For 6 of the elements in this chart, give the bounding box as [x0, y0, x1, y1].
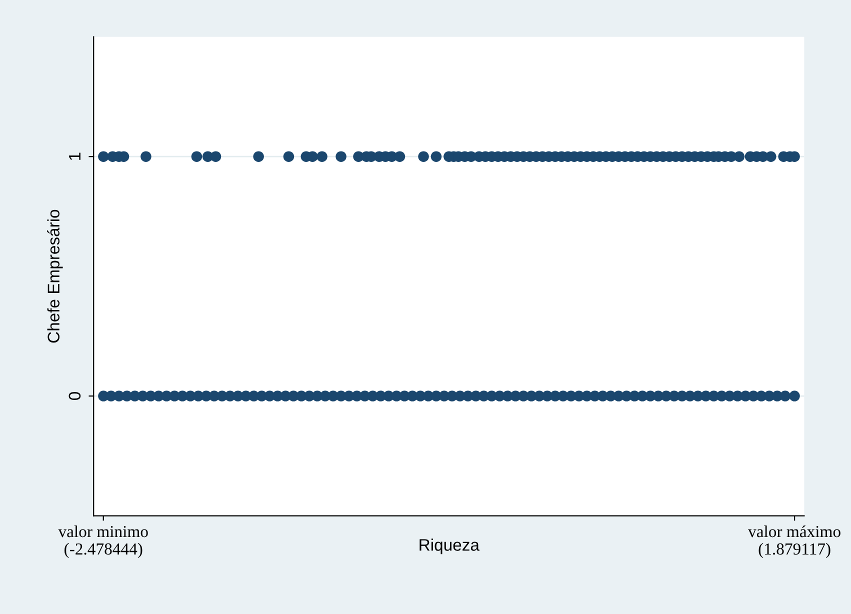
y-tick-label: 1	[68, 152, 80, 160]
x-tick-label: valor minimo (-2.478444)	[58, 525, 148, 558]
y-tick-label: 0	[68, 392, 81, 400]
y-axis-title: Chefe Empresário	[47, 210, 63, 343]
x-axis-title: Riqueza	[420, 538, 480, 554]
x-tick-label: valor máximo (1.879117)	[748, 525, 840, 558]
